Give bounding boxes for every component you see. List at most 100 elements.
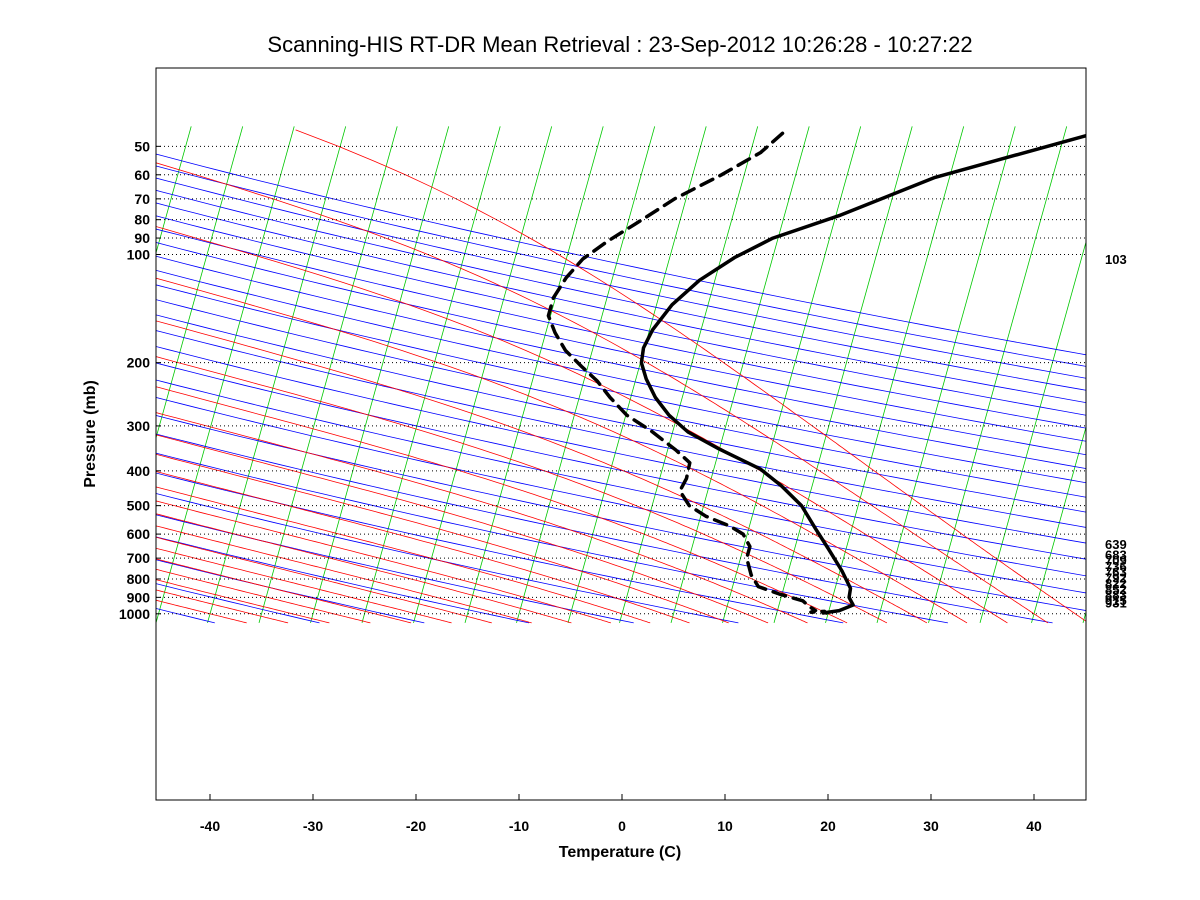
dry-adiabat-line [156, 242, 1086, 442]
moist-adiabat-line [156, 434, 769, 624]
x-tick-label: -10 [509, 818, 529, 834]
dry-adiabat-line [156, 379, 1086, 577]
isotherm-line [156, 126, 192, 255]
x-tick-label: 30 [923, 818, 939, 834]
moist-adiabat-line [156, 558, 412, 624]
y-tick-label: 300 [127, 418, 151, 434]
dry-adiabat-line [156, 608, 215, 624]
isotherm-line [567, 126, 707, 624]
x-tick-label: 0 [618, 818, 626, 834]
dry-adiabat-line [156, 415, 1086, 611]
y-tick-label: 600 [127, 526, 151, 542]
dry-adiabat-line [156, 314, 1086, 513]
moist-adiabat-line [156, 453, 729, 624]
right-pressure-label: 763 [1105, 565, 1127, 580]
y-tick-label: 700 [127, 550, 151, 566]
moist-adiabat-line [156, 500, 612, 624]
x-tick-label: -20 [406, 818, 426, 834]
isotherm-line [1031, 425, 1086, 624]
dry-adiabat-line [156, 228, 1086, 429]
isotherm-line [2, 126, 140, 623]
right-pressure-label: 931 [1105, 596, 1127, 611]
x-tick-label: 20 [820, 818, 836, 834]
isotherm-line [1186, 126, 1200, 623]
right-pressure-label: 852 [1105, 582, 1127, 597]
isotherm-line [156, 126, 295, 624]
x-tick-label: 10 [717, 818, 733, 834]
y-tick-label: 500 [127, 498, 151, 514]
isotherm-line [1082, 610, 1086, 624]
isotherm-line [207, 126, 347, 624]
dry-adiabat-line [156, 433, 1053, 624]
x-tick-label: -30 [303, 818, 323, 834]
right-pressure-label: 822 [1105, 576, 1127, 591]
dry-adiabat-line [156, 189, 1086, 391]
isotherm-line [361, 126, 501, 624]
dry-adiabat-line [156, 165, 1086, 367]
isotherm-line [0, 126, 88, 623]
moist-adiabat-line [156, 320, 928, 624]
moist-adiabat-line [156, 486, 651, 624]
x-axis: -40 -30 -20 -10 0 10 20 30 40 [200, 794, 1042, 834]
dry-adiabat-line [156, 493, 739, 624]
dry-adiabat-line [156, 362, 1086, 560]
dry-adiabat-line [156, 255, 1086, 456]
y-tick-label: 400 [127, 463, 151, 479]
chart-title: Scanning-HIS RT-DR Mean Retrieval : 23-S… [267, 32, 972, 57]
y-tick-label: 200 [127, 355, 151, 371]
moist-adiabat-line [156, 277, 968, 624]
dry-adiabat-line [156, 583, 320, 624]
moist-adiabat-line [156, 356, 888, 624]
dry-adiabat-line [156, 330, 1086, 528]
moist-adiabat-line [156, 471, 690, 624]
x-tick-label: 40 [1026, 818, 1042, 834]
y-axis-label: Pressure (mb) [82, 380, 99, 488]
isotherm-line [310, 126, 450, 624]
x-tick-label: -40 [200, 818, 220, 834]
isotherm-line [0, 126, 37, 623]
moist-adiabat-line [156, 386, 848, 624]
isotherm-line [825, 126, 965, 624]
y-tick-label: 60 [134, 167, 150, 183]
right-pressure-label: 639 [1105, 537, 1127, 552]
isotherm-line [619, 126, 759, 624]
dry-adiabat-line [156, 177, 1086, 379]
right-pressure-label: 683 [1105, 547, 1127, 562]
moist-adiabat-line [156, 525, 532, 624]
isotherm-line [156, 126, 244, 440]
moist-adiabat-line [156, 536, 492, 624]
moist-adiabat-line [156, 162, 1049, 624]
dry-adiabat-line [156, 299, 1086, 498]
right-pressure-label: 103 [1105, 252, 1127, 267]
moist-adiabat-line [156, 579, 330, 624]
dry-adiabat-line [156, 202, 1086, 404]
dry-adiabat-line [156, 559, 425, 624]
moist-adiabat-line [156, 226, 1008, 624]
moist-adiabat-line [156, 568, 371, 624]
isotherm-line [722, 126, 862, 624]
plot-frame [155, 67, 1087, 801]
isotherm-line [1135, 126, 1200, 623]
dry-adiabat-line [156, 153, 1086, 356]
dry-adiabat-line [156, 396, 1086, 594]
dry-adiabat-line [156, 472, 844, 624]
dry-adiabat-line [156, 514, 634, 624]
y-tick-label: 900 [127, 589, 151, 605]
x-axis-label: Temperature (C) [559, 844, 681, 861]
y-tick-label: 1000 [119, 606, 150, 622]
profile-lines [546, 131, 1086, 615]
moist-adiabat-line [156, 513, 572, 624]
isotherm-line [258, 126, 398, 624]
dewpoint-profile-line [546, 131, 828, 615]
y-tick-label: 50 [134, 138, 150, 154]
isotherm-line [413, 126, 553, 624]
moist-adiabat-line [156, 547, 452, 624]
y-tick-label: 100 [127, 247, 151, 263]
dry-adiabat-line [156, 346, 1086, 544]
right-pressure-label: 883 [1105, 587, 1127, 602]
y-tick-label: 800 [127, 571, 151, 587]
isobar-gridlines [156, 145, 1086, 615]
